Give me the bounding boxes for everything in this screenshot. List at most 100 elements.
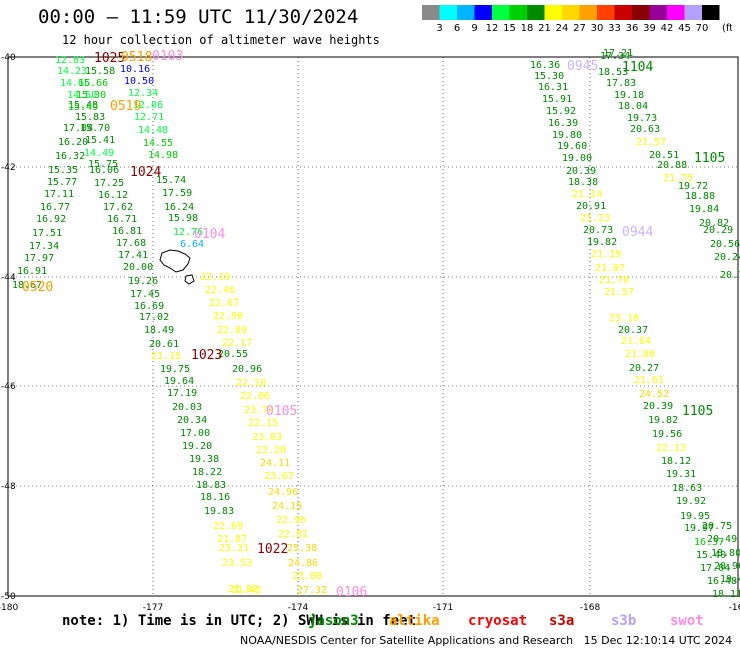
wave-height-value: 12.83: [55, 55, 85, 66]
wave-height-value: 21.15: [151, 351, 181, 362]
wave-height-value: 21.75: [663, 173, 693, 184]
pass-time-label: 0945: [567, 59, 598, 74]
wave-height-value: 20.91: [576, 201, 606, 212]
colorbar-swatch: [439, 5, 457, 20]
wave-height-value: 16.81: [112, 226, 142, 237]
colorbar-swatch: [492, 5, 510, 20]
wave-height-value: 18.67: [12, 280, 42, 291]
wave-height-value: 23.53: [222, 558, 252, 569]
colorbar-swatch: [579, 5, 597, 20]
pass-time-label: 1023: [191, 348, 222, 363]
wave-height-value: 18.11: [712, 589, 740, 600]
wave-height-value: 15.92: [546, 106, 576, 117]
wave-height-value: 17.59: [162, 188, 192, 199]
lat-label: -46: [1, 382, 16, 392]
pass-time-label: 1105: [682, 404, 713, 419]
wave-height-value: 24.96: [268, 487, 298, 498]
wave-height-value: 20.34: [177, 415, 207, 426]
wave-height-value: 20.96: [714, 561, 740, 572]
pass-time-label: 0104: [194, 227, 225, 242]
wave-height-value: 21.45: [231, 585, 261, 596]
wave-height-value: 12.06: [133, 100, 163, 111]
wave-height-value: 16.32: [55, 151, 85, 162]
wave-height-map: -40 -42 -44 -46 -48 -50-180 -177 -174 -171 -168 -1…: [0, 48, 740, 612]
wave-height-value: 16.37: [694, 537, 724, 548]
colorbar-tick: 15: [503, 23, 516, 33]
wave-height-value: 20.29: [703, 225, 733, 236]
wave-height-value: 19.31: [666, 469, 696, 480]
wave-height-value: 20.61: [149, 339, 179, 350]
lat-label: -44: [1, 273, 16, 283]
wave-height-value: 19.38: [189, 454, 219, 465]
colorbar-swatch: [544, 5, 562, 20]
wave-height-value: 22.69: [213, 521, 243, 532]
pass-time-label: 0944: [622, 225, 653, 240]
wave-height-value: 27.32: [297, 585, 327, 596]
wave-height-value: 20.39: [643, 401, 673, 412]
wave-height-value: 15.74: [156, 175, 186, 186]
lon-label: -16: [729, 603, 740, 612]
colorbar-tick: 12: [486, 23, 499, 33]
wave-height-value: 10.16: [120, 64, 150, 75]
wave-height-value: 17.51: [32, 228, 62, 239]
pass-time-label: 0519: [110, 99, 141, 114]
colorbar-tick: 70: [696, 23, 709, 33]
wave-height-value: 21.57: [636, 137, 666, 148]
wave-height-value: 22.89: [217, 325, 247, 336]
colorbar-swatch: [702, 5, 720, 20]
wave-height-value: 18.88: [685, 191, 715, 202]
wave-height-value: 19.73: [627, 113, 657, 124]
wave-height-value: 18.53: [598, 67, 628, 78]
wave-height-value: 19.72: [678, 181, 708, 192]
wave-height-value: 14.48: [138, 125, 168, 136]
colorbar-swatch: [562, 5, 580, 20]
wave-height-value: 15.91: [542, 94, 572, 105]
wave-height-value: 16.69: [134, 301, 164, 312]
wave-height-value: 17.25: [94, 178, 124, 189]
wave-height-value: 16.31: [538, 82, 568, 93]
wave-height-value: 20.49: [707, 534, 737, 545]
wave-height-value: 18.63: [672, 483, 702, 494]
wave-height-value: 21.14: [572, 189, 602, 200]
lon-label: -171: [433, 603, 453, 612]
wave-height-value: 12.76: [173, 227, 203, 238]
wave-height-value: 6.64: [180, 239, 204, 250]
satellite-legend-item: s3a: [549, 613, 575, 629]
wave-height-value: 17.34: [600, 51, 630, 62]
wave-height-value: 17.34: [29, 241, 59, 252]
wave-height-value: 22.81: [278, 529, 308, 540]
pass-time-label: 1024: [130, 165, 161, 180]
colorbar-swatch: [509, 5, 527, 20]
colorbar-swatch: [474, 5, 492, 20]
wave-height-value: 22.17: [222, 338, 252, 349]
wave-height-value: 21.70: [599, 275, 629, 286]
wave-height-value: 20.56: [710, 239, 740, 250]
colorbar-swatch: [614, 5, 632, 20]
wave-height-value: 14.98: [148, 150, 178, 161]
wave-height-value: 22.96: [276, 515, 306, 526]
wave-height-value: 18.38: [568, 177, 598, 188]
satellite-legend-item: jason3: [308, 613, 359, 629]
wave-height-value: 16.24: [164, 202, 194, 213]
colorbar-swatch: [632, 5, 650, 20]
wave-height-value: 20.96: [232, 364, 262, 375]
wave-height-value: 19.83: [204, 506, 234, 517]
colorbar-swatch: [457, 5, 475, 20]
wave-height-value: 18.16: [200, 492, 230, 503]
wave-height-value: 15.35: [48, 165, 78, 176]
wave-height-value: 21.61: [634, 375, 664, 386]
wave-height-value: 17.00: [180, 428, 210, 439]
wave-height-value: 17.45: [130, 289, 160, 300]
wave-height-value: 15.98: [168, 213, 198, 224]
wave-height-value: 14.23: [57, 66, 87, 77]
lon-label: -174: [288, 603, 309, 612]
satellite-legend-item: s3b: [611, 613, 637, 629]
map-subtitle: 12 hour collection of altimeter wave hei…: [62, 33, 380, 47]
satellite-legend-item: altika: [389, 613, 440, 629]
map-title: 00:00 – 11:59 UTC 11/30/2024: [38, 6, 359, 28]
wave-height-value: 19.92: [676, 496, 706, 507]
colorbar-unit: (ft): [722, 23, 732, 33]
wave-height-value: 15.70: [80, 123, 110, 134]
wave-height-value: 19.26: [128, 276, 158, 287]
